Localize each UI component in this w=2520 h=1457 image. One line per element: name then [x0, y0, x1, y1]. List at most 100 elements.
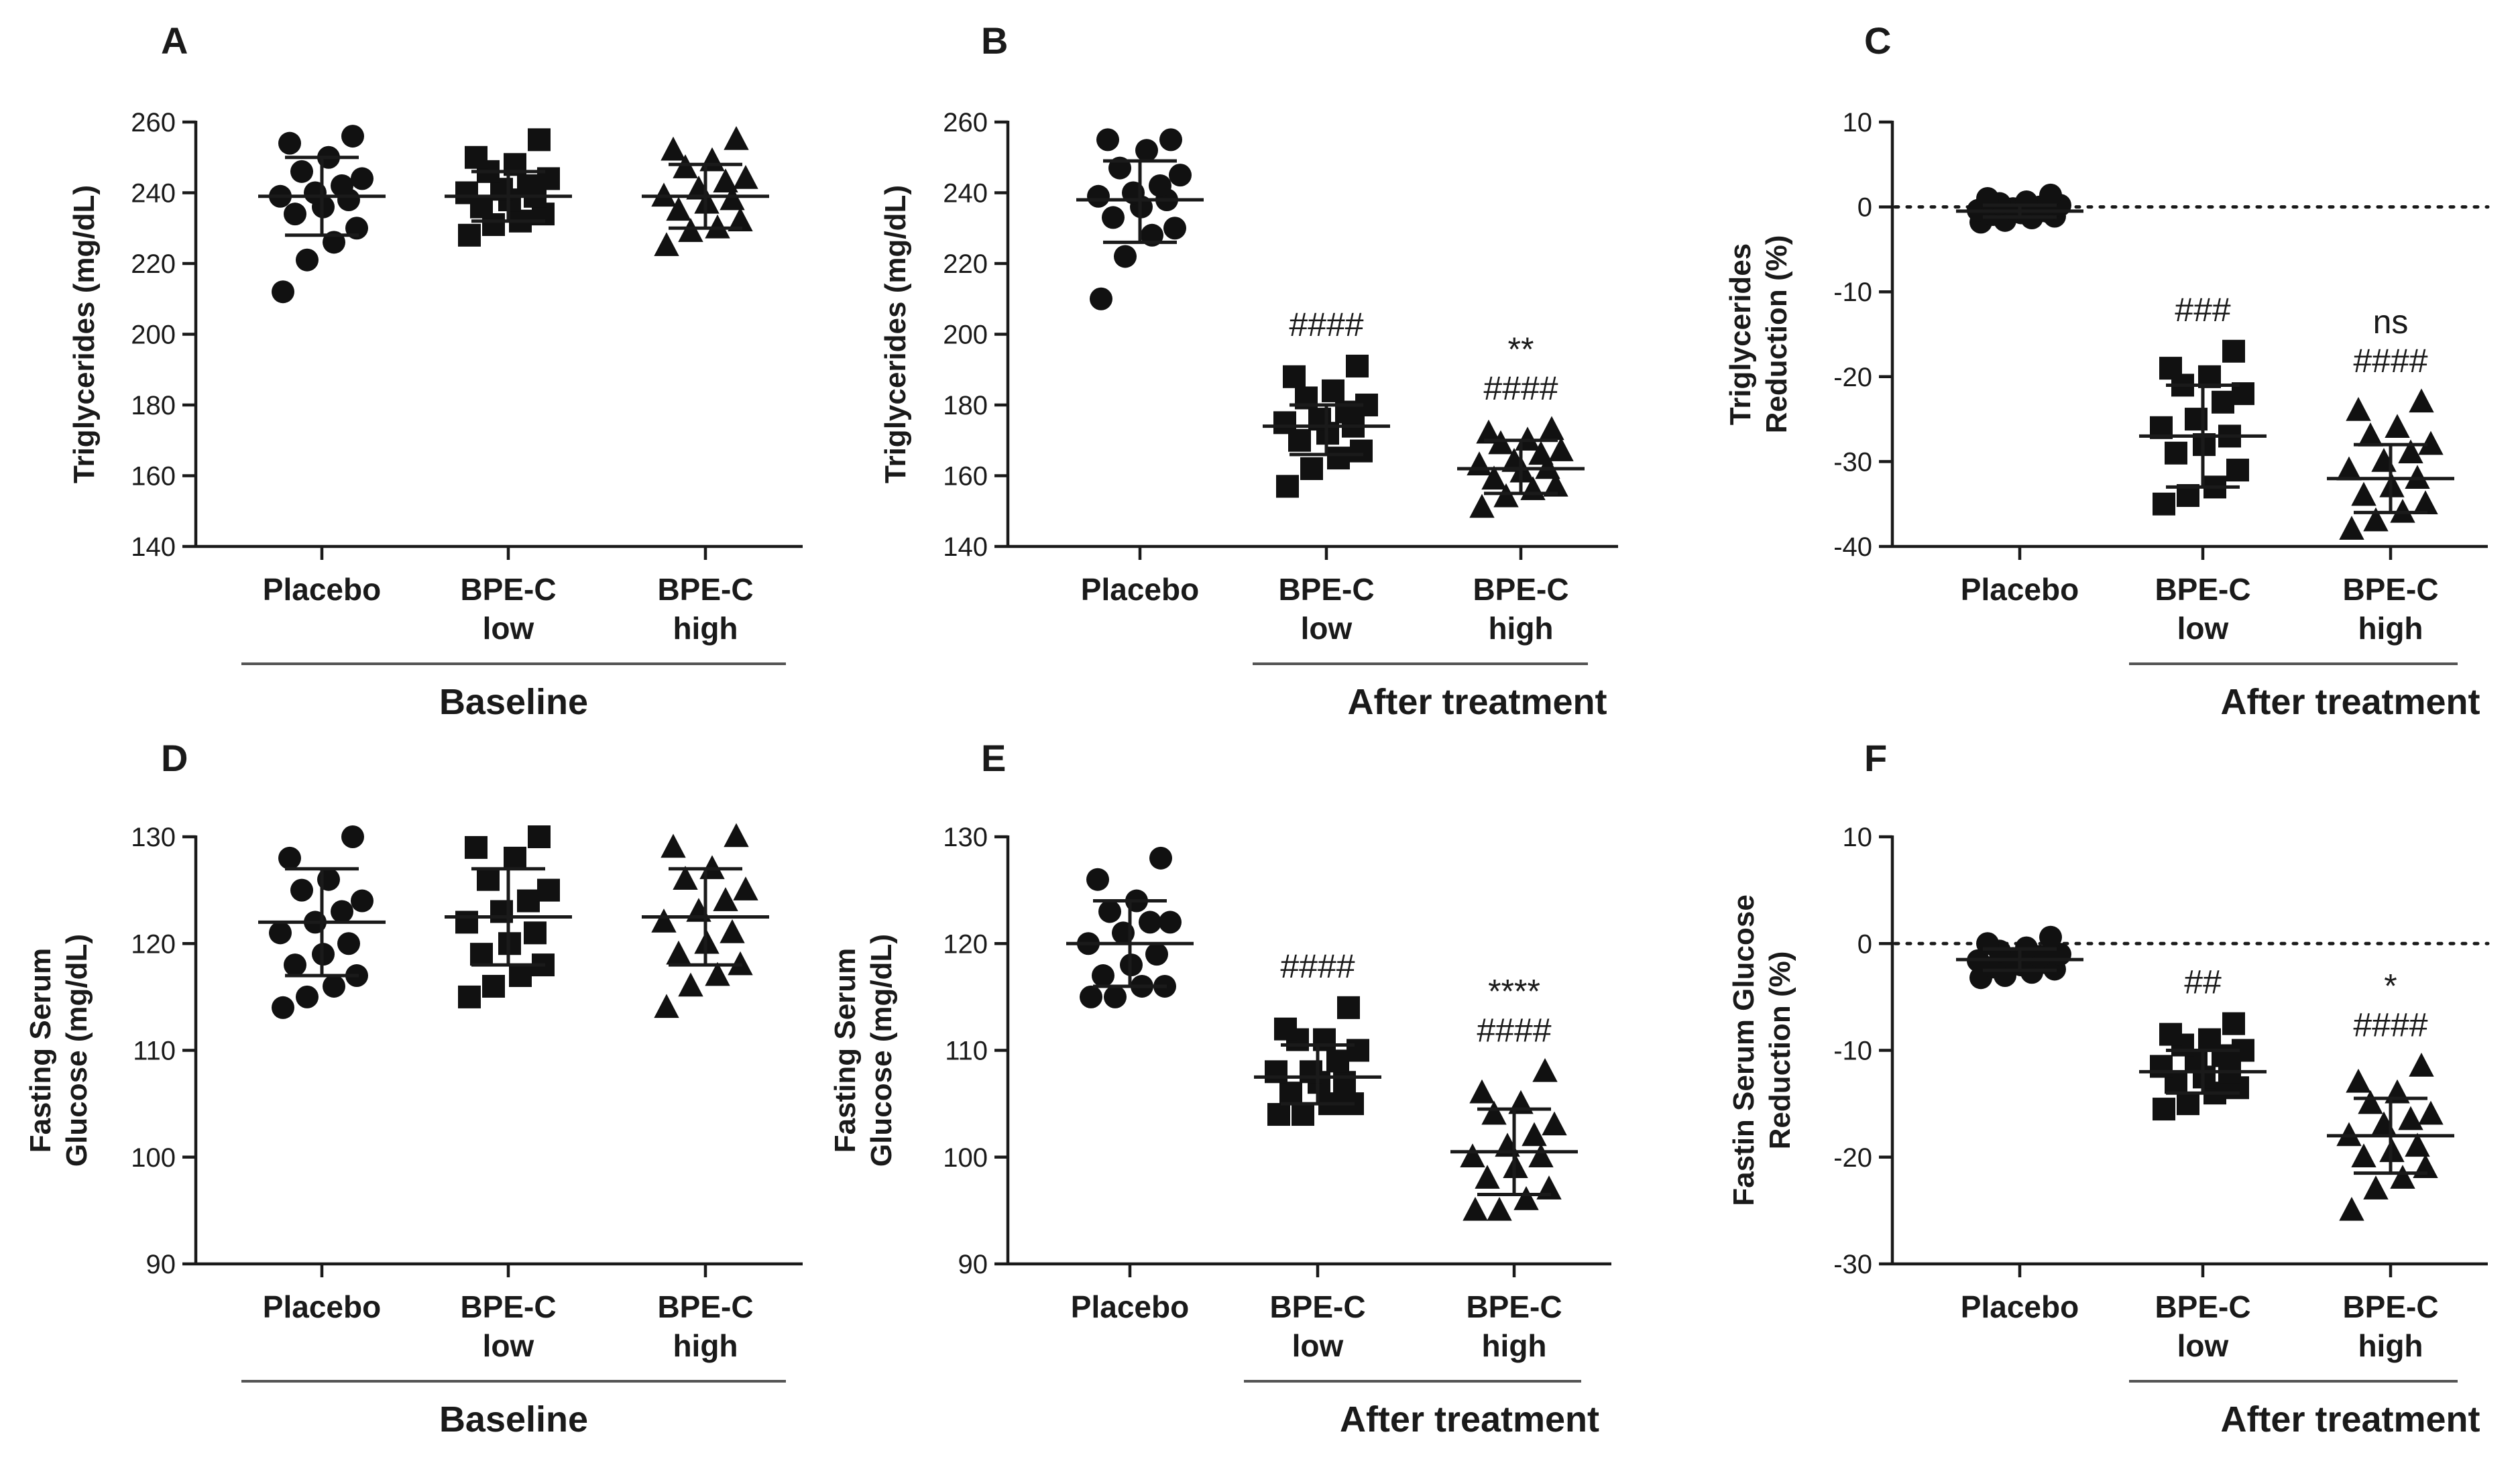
data-point [661, 833, 686, 858]
data-point [296, 248, 319, 272]
data-point [2358, 422, 2383, 447]
data-point [1159, 911, 1182, 934]
panel-a: A 140 160 180 200 220 240 260 Triglycerides (mg/… [68, 19, 803, 722]
panel-label: C [1864, 19, 1891, 62]
data-point [2390, 498, 2415, 523]
data-point [2398, 1106, 2423, 1130]
data-point [2165, 441, 2187, 465]
data-point [1092, 964, 1114, 988]
data-point [1481, 1100, 1507, 1125]
data-point [341, 125, 364, 148]
data-point [2418, 1100, 2444, 1125]
category-label: Placebo [1071, 1289, 1189, 1324]
data-point [458, 985, 481, 1008]
significance-annotation: #### [2353, 342, 2427, 380]
category-label: Placebo [1961, 572, 2079, 607]
data-point [528, 128, 551, 152]
y-axis-label-line: Fastin Serum Glucose [1727, 894, 1760, 1206]
data-point [455, 911, 478, 934]
category-label-sub: high [2358, 1328, 2423, 1363]
y-tick-label: 100 [943, 1143, 988, 1173]
data-point [699, 147, 725, 172]
data-point [1149, 174, 1171, 197]
y-axis-label-line: Fasting Serum [24, 948, 57, 1153]
data-point [1145, 943, 1168, 966]
y-tick-label: -30 [1833, 1250, 1872, 1279]
data-point [528, 825, 551, 848]
y-tick-label: 220 [943, 249, 988, 279]
y-axis-label-line: Triglycerides [1724, 243, 1757, 425]
data-point [733, 165, 758, 189]
data-point [728, 207, 753, 231]
data-point [720, 919, 745, 943]
category-label: BPE-C [460, 1289, 556, 1324]
data-point [1513, 1186, 1539, 1210]
category-label-sub: low [483, 1328, 534, 1363]
panel-f: F -30 -20 -10 0 10 Fastin Serum Glucose Reducti… [1727, 737, 2490, 1440]
significance-annotation: * [2384, 967, 2397, 1004]
data-point [2150, 1055, 2173, 1078]
data-point [482, 974, 505, 998]
category-label-sub: high [673, 611, 738, 646]
category-label: Placebo [1081, 572, 1199, 607]
data-point [666, 940, 691, 965]
data-point [654, 232, 679, 256]
data-point [524, 921, 547, 945]
panel-label: D [161, 737, 188, 779]
data-point [1087, 184, 1110, 208]
category-label: BPE-C [657, 572, 753, 607]
data-point [465, 145, 488, 169]
y-axis-label: Triglycerides (mg/dL) [879, 185, 912, 483]
data-point [1475, 1165, 1500, 1189]
category-label: BPE-C [2155, 572, 2250, 607]
y-tick-label: -20 [1833, 1143, 1872, 1173]
data-point [296, 985, 319, 1008]
data-point [2418, 430, 2444, 455]
data-point [1098, 900, 1121, 923]
significance-annotation: #### [1483, 369, 1558, 407]
group-label: Baseline [439, 1399, 588, 1440]
data-point [2159, 357, 2182, 380]
y-tick-label: 140 [943, 532, 988, 562]
y-tick-label: 0 [1857, 929, 1872, 959]
data-point [2153, 492, 2175, 516]
data-point [724, 823, 749, 848]
group-label: After treatment [1347, 682, 1607, 722]
series-bpe-c-high [1450, 1057, 1578, 1221]
data-point [1463, 1196, 1488, 1221]
data-point [728, 951, 753, 976]
category-label: BPE-C [460, 572, 556, 607]
data-point [673, 154, 698, 178]
data-point [678, 218, 703, 242]
significance-annotation: ** [1508, 331, 1534, 368]
panel-label: B [981, 19, 1008, 62]
data-point [1481, 465, 1507, 490]
series-bpe-c-low [445, 825, 572, 1008]
y-tick-label: 260 [131, 108, 176, 137]
y-axis-label: Fasting Serum Glucose (mg/dL) [829, 934, 898, 1167]
y-axis-label-line: Reduction (%) [1764, 951, 1796, 1150]
y-tick-label: 260 [943, 108, 988, 137]
data-point [654, 994, 679, 1018]
panel-label: A [161, 19, 188, 62]
series-bpe-c-high [2327, 1052, 2454, 1221]
data-point [1292, 1103, 1314, 1126]
data-point [1273, 411, 1296, 434]
data-point [2339, 1196, 2364, 1221]
data-point [2339, 516, 2364, 540]
data-point [341, 825, 364, 848]
data-point [2405, 1132, 2430, 1157]
group-label: After treatment [2220, 1399, 2480, 1440]
category-label: BPE-C [2155, 1289, 2250, 1324]
y-tick-label: 110 [133, 1037, 176, 1066]
data-point [1469, 493, 1495, 518]
y-tick-label: 120 [943, 929, 988, 959]
data-point [284, 202, 306, 226]
data-point [2346, 1068, 2371, 1093]
significance-annotation: #### [1280, 947, 1355, 985]
data-point [1337, 996, 1360, 1019]
significance-annotation: #### [1477, 1011, 1551, 1049]
y-axis-label: Triglycerides Reduction (%) [1724, 235, 1793, 434]
data-point [1522, 1122, 1547, 1147]
data-point [1267, 1103, 1290, 1126]
